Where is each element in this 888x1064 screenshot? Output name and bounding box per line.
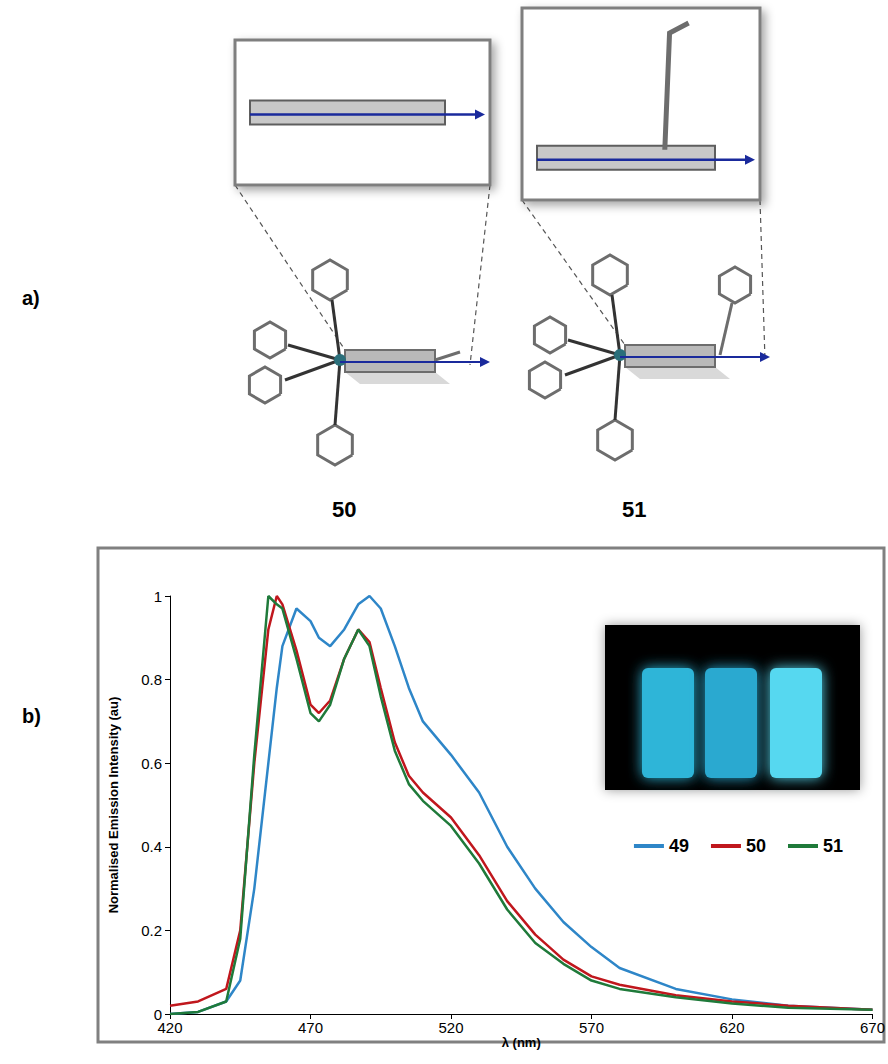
svg-text:670: 670 <box>860 1019 885 1036</box>
svg-text:0: 0 <box>153 1005 162 1023</box>
svg-text:a): a) <box>22 287 40 309</box>
svg-text:51: 51 <box>622 497 646 522</box>
svg-text:b): b) <box>22 705 41 727</box>
svg-text:0.8: 0.8 <box>141 671 162 688</box>
svg-text:0.2: 0.2 <box>141 922 162 939</box>
svg-text:420: 420 <box>157 1019 182 1036</box>
svg-text:520: 520 <box>438 1019 463 1036</box>
svg-text:1: 1 <box>154 588 162 605</box>
svg-text:570: 570 <box>579 1019 604 1036</box>
svg-text:λ (nm): λ (nm) <box>502 1035 541 1050</box>
svg-text:50: 50 <box>332 497 356 522</box>
svg-text:50: 50 <box>746 836 766 856</box>
svg-text:0.6: 0.6 <box>141 755 162 772</box>
svg-text:0.4: 0.4 <box>141 838 162 855</box>
svg-text:51: 51 <box>823 836 843 856</box>
svg-text:49: 49 <box>669 836 689 856</box>
svg-text:620: 620 <box>719 1019 744 1036</box>
svg-text:Normalised Emission Intensity: Normalised Emission Intensity (au) <box>106 697 121 914</box>
svg-text:470: 470 <box>298 1019 323 1036</box>
